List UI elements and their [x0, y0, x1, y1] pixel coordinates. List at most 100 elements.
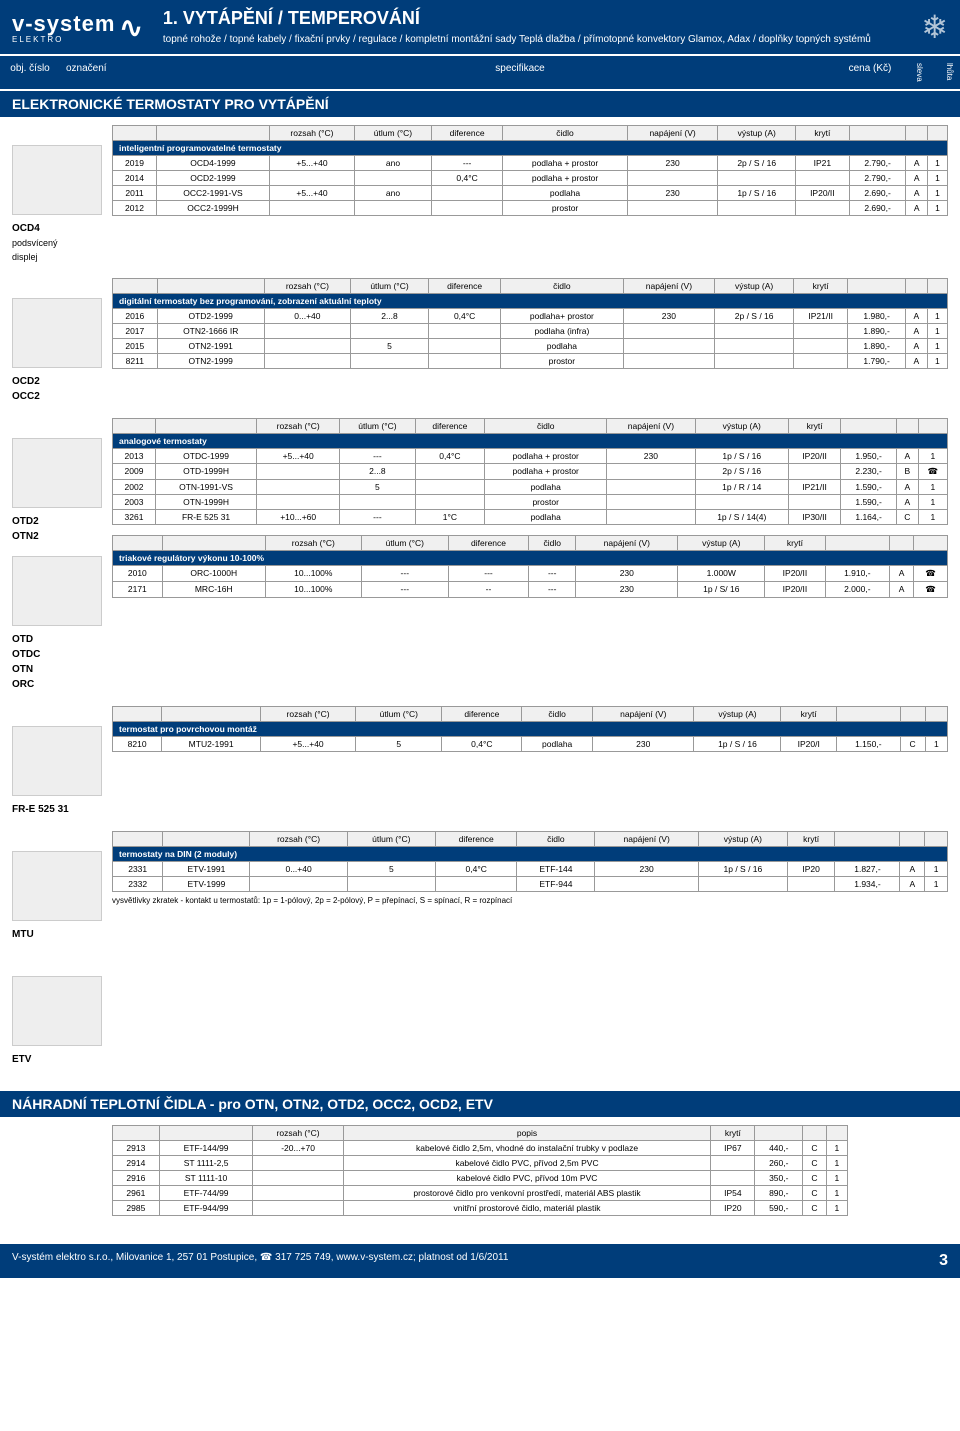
cell: 2p / S / 16 [718, 155, 796, 170]
cell: OTD2-1999 [157, 308, 264, 323]
cell: 2011 [113, 185, 157, 200]
cell: ☎ [914, 581, 948, 597]
labels-ocd2: OCD2 OCC2 [12, 278, 102, 402]
cell: 2913 [113, 1140, 160, 1155]
cell [253, 1185, 343, 1200]
cell: 2914 [113, 1155, 160, 1170]
cell: ETV-1999 [163, 876, 250, 891]
cell: podlaha [501, 338, 623, 353]
cell: 1°C [415, 509, 485, 524]
product-image [12, 851, 102, 921]
product-image [12, 298, 102, 368]
column-header-bar: obj. číslo označení specifikace cena (Kč… [0, 56, 960, 89]
cell: 1 [927, 353, 947, 368]
cell [788, 463, 840, 479]
category-row: analogové termostaty [113, 433, 948, 448]
cell: 5 [350, 338, 428, 353]
cell: OCD2-1999 [157, 170, 270, 185]
cell: 1 [918, 509, 947, 524]
cell: IP20/II [765, 581, 826, 597]
cell: 890,- [755, 1185, 803, 1200]
cell: 8210 [113, 736, 162, 751]
cell: C [803, 1200, 827, 1215]
cell: 0...+40 [264, 308, 350, 323]
cell: IP20/II [788, 448, 840, 463]
cell: 230 [595, 861, 699, 876]
cell: 2.690,- [849, 200, 906, 215]
cell: C [803, 1185, 827, 1200]
cell [715, 353, 794, 368]
product-image [12, 726, 102, 796]
cell: OTD-1999H [156, 463, 257, 479]
cell: 2...8 [340, 463, 415, 479]
header-row: rozsah (°C)popiskrytí [113, 1125, 848, 1140]
cell [796, 200, 850, 215]
cell: ST 1111-2,5 [159, 1155, 253, 1170]
cell: 1.150,- [836, 736, 900, 751]
cell: A [896, 448, 918, 463]
table-row: 2014OCD2-19990,4°Cpodlaha + prostor2.790… [113, 170, 948, 185]
cell [429, 353, 501, 368]
cell [354, 200, 431, 215]
spec-table: rozsah (°C)útlum (°C)diferencečidlonapáj… [112, 535, 948, 598]
cell: 230 [623, 308, 715, 323]
cell: --- [361, 565, 448, 581]
cell: 0...+40 [250, 861, 347, 876]
cell: C [896, 509, 918, 524]
group-ocd2: OCD2 OCC2 rozsah (°C)útlum (°C)diference… [12, 278, 948, 402]
cell: 440,- [755, 1140, 803, 1155]
table-row: 8211OTN2-1999prostor1.790,-A1 [113, 353, 948, 368]
table-area: rozsah (°C)útlum (°C)diferencečidlonapáj… [112, 125, 948, 262]
cell: 2985 [113, 1200, 160, 1215]
cell: 2013 [113, 448, 156, 463]
cell [257, 494, 340, 509]
cell [354, 170, 431, 185]
cell: 2331 [113, 861, 163, 876]
product-image [12, 438, 102, 508]
cell: 1 [826, 1200, 847, 1215]
spec-table: rozsah (°C)útlum (°C)diferencečidlonapáj… [112, 418, 948, 525]
col-cena: cena (Kč) [840, 60, 900, 85]
cell: 1.164,- [841, 509, 897, 524]
cell: OTN2-1666 IR [157, 323, 264, 338]
cell: --- [529, 565, 576, 581]
cell [623, 353, 715, 368]
table-row: 2003OTN-1999Hprostor1.590,-A1 [113, 494, 948, 509]
cell: IP54 [711, 1185, 755, 1200]
cell: 1p / S/ 16 [678, 581, 765, 597]
cell: 1.827,- [835, 861, 900, 876]
cell [435, 876, 517, 891]
table-row: 2016OTD2-19990...+402...80,4°Cpodlaha+ p… [113, 308, 948, 323]
cell: 1 [826, 1140, 847, 1155]
cell [607, 463, 696, 479]
table-area: rozsah (°C)útlum (°C)diferencečidlonapáj… [112, 278, 948, 402]
cell: 2916 [113, 1170, 160, 1185]
group-mtu: MTU rozsah (°C)útlum (°C)diferencečidlon… [12, 831, 948, 940]
cell: 230 [576, 581, 678, 597]
cell: -- [448, 581, 528, 597]
cell: 1.790,- [848, 353, 906, 368]
cell: 2015 [113, 338, 158, 353]
cell: 2...8 [350, 308, 428, 323]
group-etv: ETV [12, 956, 948, 1065]
product-image [12, 145, 102, 215]
cell: --- [431, 155, 502, 170]
cell: 0,4°C [442, 736, 522, 751]
cell [718, 200, 796, 215]
cell [415, 494, 485, 509]
cell: --- [361, 581, 448, 597]
cell: 1.890,- [848, 323, 906, 338]
cell: 10...100% [265, 581, 361, 597]
cell: 0,4°C [429, 308, 501, 323]
cell: 5 [340, 479, 415, 494]
cell [253, 1170, 343, 1185]
cell: 0,4°C [415, 448, 485, 463]
footnote: vysvětlivky zkratek - kontakt u termosta… [112, 896, 948, 905]
labels-etv: ETV [12, 956, 102, 1065]
cell: 260,- [755, 1155, 803, 1170]
cell: ☎ [914, 565, 948, 581]
cell: 5 [347, 861, 435, 876]
cell [429, 323, 501, 338]
cell: A [905, 353, 927, 368]
cell: 2332 [113, 876, 163, 891]
